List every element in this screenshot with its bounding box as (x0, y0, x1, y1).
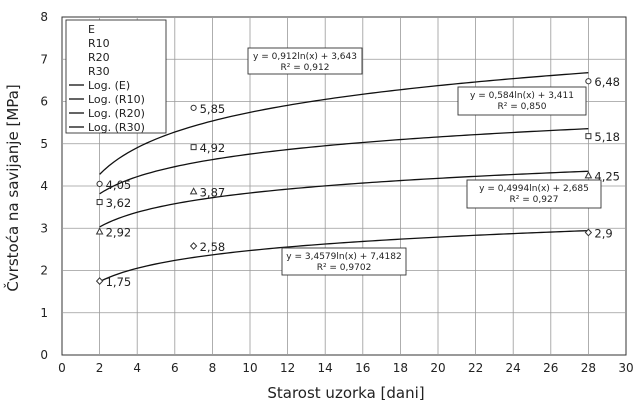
y-tick-label: 0 (40, 348, 48, 362)
trendline-r2: R² = 0,9702 (317, 263, 372, 273)
triangle-marker (189, 187, 198, 195)
diamond-marker (95, 277, 104, 285)
diamond-marker (584, 228, 593, 237)
data-label: 3,62 (106, 196, 132, 210)
circle-marker (190, 104, 197, 111)
y-axis-label: Čvrstoća na savijanje [MPa] (3, 84, 22, 291)
equation-box-frame (466, 179, 602, 209)
x-tick-label: 12 (280, 361, 295, 375)
trendline-equation: y = 0,912ln(x) + 3,643 (253, 52, 357, 62)
diamond-marker (189, 242, 198, 250)
circle-marker (96, 180, 103, 187)
trendline (99, 229, 589, 283)
data-label: 2,58 (200, 240, 226, 254)
data-label: 5,18 (594, 130, 620, 144)
legend-entry: Log. (R20) (88, 107, 145, 120)
data-label: 6,48 (594, 75, 620, 89)
x-tick-label: 18 (393, 361, 408, 375)
y-tick-label: 8 (40, 10, 48, 24)
y-tick-label: 2 (40, 264, 48, 278)
legend-entry: R10 (88, 37, 110, 50)
trendline-r2: R² = 0,912 (281, 63, 330, 73)
square-marker (96, 199, 103, 206)
x-axis-label: Starost uzorka [dani] (267, 384, 424, 402)
legend-entry: E (88, 23, 95, 36)
circle-marker (585, 78, 592, 85)
legend-frame (65, 19, 167, 134)
x-tick-label: 26 (543, 361, 558, 375)
y-tick-label: 4 (40, 179, 48, 193)
x-tick-label: 14 (318, 361, 333, 375)
x-tick-label: 22 (468, 361, 483, 375)
legend-entry: Log. (R10) (88, 93, 145, 106)
x-tick-label: 28 (581, 361, 596, 375)
x-tick-label: 10 (242, 361, 257, 375)
square-marker (190, 144, 197, 151)
trendline-equation: y = 0,4994ln(x) + 2,685 (479, 184, 589, 194)
trendline (99, 170, 589, 228)
triangle-marker (95, 227, 104, 235)
equation-box-frame (281, 247, 407, 276)
trendline-equation: y = 0,584ln(x) + 3,411 (470, 91, 574, 101)
data-label: 5,85 (200, 102, 226, 116)
x-tick-label: 6 (171, 361, 179, 375)
x-tick-label: 8 (209, 361, 217, 375)
trendline-r2: R² = 0,850 (498, 102, 547, 112)
trendline-r2: R² = 0,927 (510, 195, 559, 205)
x-tick-label: 4 (133, 361, 141, 375)
data-label: 2,92 (106, 226, 132, 240)
legend-entry: R30 (88, 65, 110, 78)
square-marker (585, 133, 592, 140)
data-label: 3,87 (200, 185, 226, 199)
trendline-equation: y = 3,4579ln(x) + 7,4182 (286, 252, 401, 262)
trendline (99, 128, 589, 195)
data-label: 2,9 (594, 226, 612, 240)
y-tick-label: 3 (40, 221, 48, 235)
triangle-marker (584, 171, 593, 179)
data-label: 4,05 (106, 178, 132, 192)
data-label: 4,92 (200, 141, 226, 155)
x-tick-label: 20 (430, 361, 445, 375)
data-label: 1,75 (106, 275, 132, 289)
legend-entry: R20 (88, 51, 110, 64)
legend-entry: Log. (R30) (88, 121, 145, 134)
y-tick-label: 5 (40, 137, 48, 151)
trendlines (99, 72, 589, 283)
x-tick-label: 24 (506, 361, 521, 375)
equation-box-frame (457, 86, 587, 116)
y-tick-label: 7 (40, 52, 48, 66)
x-tick-label: 0 (58, 361, 66, 375)
trendline (99, 72, 589, 175)
x-tick-label: 2 (96, 361, 104, 375)
x-tick-label: 30 (618, 361, 633, 375)
legend-entry: Log. (E) (88, 79, 130, 92)
y-tick-label: 1 (40, 306, 48, 320)
axis-labels: Starost uzorka [dani] Čvrstoća na savija… (3, 84, 425, 402)
y-tick-label: 6 (40, 95, 48, 109)
equation-box-frame (247, 47, 363, 75)
x-tick-label: 16 (355, 361, 370, 375)
